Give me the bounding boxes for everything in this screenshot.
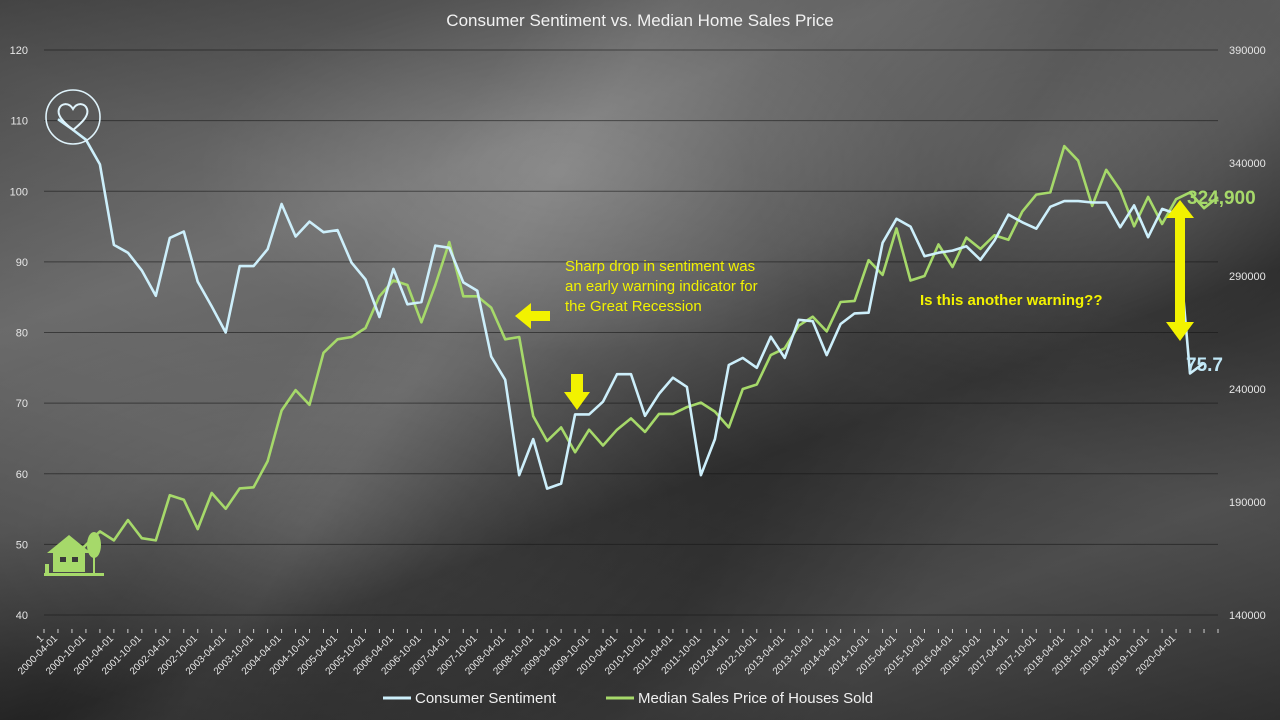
left-tick-label: 100 <box>10 186 28 198</box>
double-arrow-icon <box>1166 200 1194 341</box>
left-tick-label: 50 <box>16 539 28 551</box>
end-label-price: 324,900 <box>1187 188 1256 209</box>
right-tick-label: 290000 <box>1229 271 1266 283</box>
right-tick-label: 340000 <box>1229 158 1266 170</box>
legend-label-sentiment: Consumer Sentiment <box>415 690 557 707</box>
left-tick-label: 60 <box>16 469 28 481</box>
annotation-line-2: an early warning indicator for <box>565 278 758 295</box>
annotation-line-3: the Great Recession <box>565 298 702 315</box>
right-tick-label: 190000 <box>1229 497 1266 509</box>
arrow-down-icon <box>564 374 590 410</box>
left-tick-label: 120 <box>10 45 28 57</box>
series-line-median-price <box>57 144 1219 560</box>
left-tick-label: 40 <box>16 610 28 622</box>
legend: Consumer Sentiment Median Sales Price of… <box>383 690 873 707</box>
right-axis-ticks: 140000 190000 240000 290000 340000 390000 <box>1229 45 1266 622</box>
annotation-warning: Is this another warning?? <box>920 200 1194 341</box>
chart-title: Consumer Sentiment vs. Median Home Sales… <box>446 11 833 30</box>
annotation-recession: Sharp drop in sentiment was an early war… <box>515 258 758 410</box>
right-tick-label: 240000 <box>1229 384 1266 396</box>
x-axis-ticks: 12000-04-012000-10-012001-04-012001-10-0… <box>16 629 1219 677</box>
right-tick-label: 140000 <box>1229 610 1266 622</box>
left-tick-label: 80 <box>16 328 28 340</box>
left-tick-label: 70 <box>16 398 28 410</box>
heart-icon <box>45 89 101 145</box>
legend-label-price: Median Sales Price of Houses Sold <box>638 690 873 707</box>
left-axis-ticks: 40 50 60 70 80 90 100 110 120 <box>10 45 28 622</box>
series-line-consumer-sentiment <box>57 118 1205 490</box>
right-tick-label: 390000 <box>1229 45 1266 57</box>
warning-text: Is this another warning?? <box>920 292 1103 309</box>
annotation-line-1: Sharp drop in sentiment was <box>565 258 755 275</box>
gridlines <box>44 49 1218 616</box>
left-tick-label: 110 <box>10 116 28 128</box>
end-label-sentiment: 75.7 <box>1186 355 1223 376</box>
left-tick-label: 90 <box>16 257 28 269</box>
arrow-left-icon <box>515 303 550 329</box>
house-icon <box>44 532 104 576</box>
